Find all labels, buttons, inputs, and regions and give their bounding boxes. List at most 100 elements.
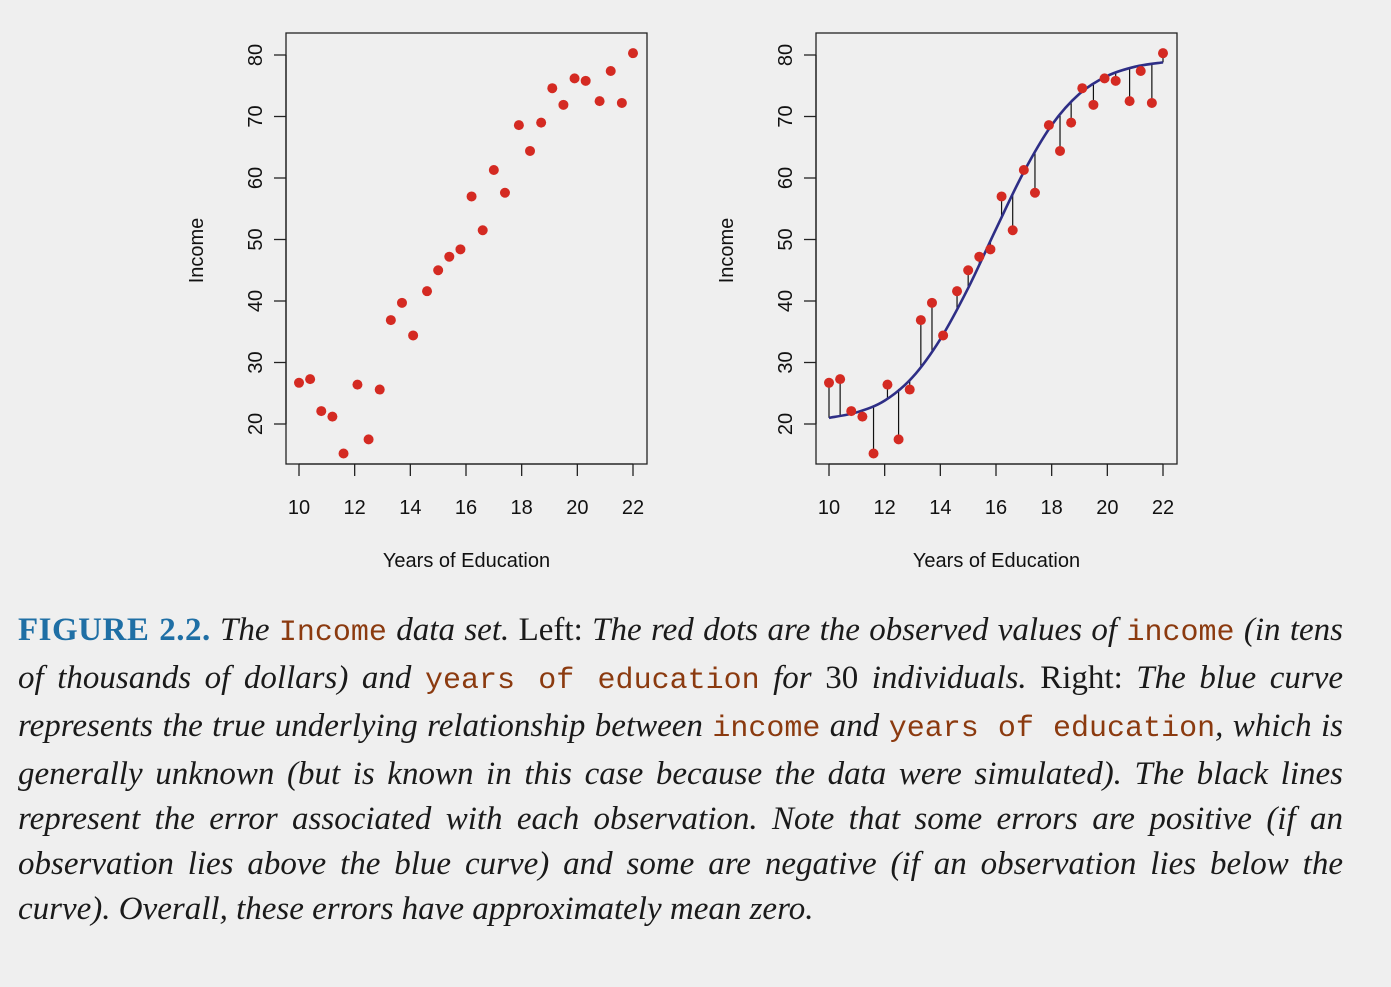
data-point xyxy=(1135,65,1146,76)
x-tick-label: 22 xyxy=(1152,497,1174,519)
data-point xyxy=(477,225,488,236)
data-point xyxy=(882,379,893,390)
x-tick-label: 10 xyxy=(288,497,310,519)
data-point xyxy=(455,244,466,255)
caption-text: data set. xyxy=(386,612,510,648)
data-point xyxy=(1158,48,1168,59)
data-point xyxy=(444,251,455,262)
y-tick-label: 50 xyxy=(775,228,797,250)
data-point xyxy=(488,165,499,176)
x-tick-label: 20 xyxy=(1096,497,1118,519)
data-point xyxy=(558,99,569,110)
data-point xyxy=(433,265,444,276)
data-point xyxy=(963,265,974,276)
caption-code: Income xyxy=(278,616,387,650)
data-point xyxy=(1077,83,1088,94)
data-points xyxy=(294,48,638,459)
data-point xyxy=(616,97,627,108)
data-point xyxy=(499,187,510,198)
data-point xyxy=(338,448,349,459)
caption-code: years of education xyxy=(888,712,1216,746)
data-point xyxy=(525,145,536,156)
data-point xyxy=(1088,99,1099,110)
x-tick-label: 18 xyxy=(1041,497,1063,519)
data-point xyxy=(580,75,591,86)
y-axis: 20 30 40 50 60 70 80 xyxy=(245,44,287,435)
x-tick-label: 22 xyxy=(622,497,644,519)
data-point xyxy=(352,379,363,390)
x-tick-label: 20 xyxy=(566,497,588,519)
data-point xyxy=(385,315,396,326)
caption-text: for xyxy=(759,660,826,696)
data-point xyxy=(1055,145,1066,156)
data-point xyxy=(628,48,638,59)
figure-plots: 10 12 14 16 18 20 22 Years of Education 20 30 40 50… xyxy=(186,32,1178,572)
data-point xyxy=(513,120,524,131)
error-lines xyxy=(828,53,1164,454)
caption-code: income xyxy=(712,712,821,746)
plot-frame xyxy=(285,32,648,465)
y-tick-label: 60 xyxy=(245,167,267,189)
data-point xyxy=(857,411,868,422)
x-tick-label: 12 xyxy=(874,497,896,519)
data-point xyxy=(996,191,1007,202)
y-axis-label: Income xyxy=(186,218,208,284)
data-point xyxy=(1110,75,1121,86)
y-tick-label: 80 xyxy=(775,44,797,66)
caption-code: years of education xyxy=(424,664,760,698)
caption-text: , which is generally unknown (but is kno… xyxy=(18,708,1343,927)
caption-text: (in tens of thousands of dollars) and xyxy=(18,612,1343,696)
data-point xyxy=(605,65,616,76)
data-point xyxy=(594,96,605,107)
data-point xyxy=(1146,97,1157,108)
y-tick-label: 70 xyxy=(775,105,797,127)
data-point xyxy=(294,377,304,388)
caption-text: The blue curve represents the true under… xyxy=(18,660,1343,744)
right-scatter-panel: 10 12 14 16 18 20 22 Years of Education 20 30 40 50… xyxy=(716,32,1178,572)
y-tick-label: 40 xyxy=(245,290,267,312)
data-point xyxy=(868,448,879,459)
data-point xyxy=(569,73,580,84)
data-point xyxy=(1043,120,1054,131)
data-point xyxy=(1018,165,1029,176)
figure-caption: FIGURE 2.2. The Income data set. Left: T… xyxy=(18,608,1343,932)
data-point xyxy=(466,191,477,202)
figure-label: FIGURE 2.2. xyxy=(18,612,211,648)
data-points xyxy=(824,48,1168,459)
data-point xyxy=(952,286,963,297)
data-point xyxy=(422,286,433,297)
plot-frame xyxy=(815,32,1178,465)
x-tick-label: 18 xyxy=(511,497,533,519)
x-axis: 10 12 14 16 18 20 22 xyxy=(288,463,644,519)
caption-text: The xyxy=(210,612,279,648)
caption-text: and xyxy=(820,708,889,744)
caption-text: individuals. xyxy=(858,660,1027,696)
data-point xyxy=(846,406,857,417)
data-point xyxy=(408,330,419,341)
y-tick-label: 80 xyxy=(245,44,267,66)
data-point xyxy=(316,406,327,417)
x-axis-label: Years of Education xyxy=(383,550,550,572)
data-point xyxy=(305,374,316,385)
data-point xyxy=(835,374,846,385)
data-point xyxy=(974,251,985,262)
data-point xyxy=(363,434,374,445)
data-point xyxy=(915,315,926,326)
data-point xyxy=(893,434,904,445)
data-point xyxy=(536,117,547,128)
x-tick-label: 14 xyxy=(399,497,421,519)
caption-roman: Left: xyxy=(509,612,593,648)
true-relationship-curve xyxy=(828,61,1164,420)
caption-code: income xyxy=(1126,616,1235,650)
data-point xyxy=(1124,96,1135,107)
data-point xyxy=(938,330,949,341)
data-point xyxy=(824,377,834,388)
caption-text: The red dots are the observed values of xyxy=(592,612,1127,648)
x-tick-label: 12 xyxy=(344,497,366,519)
y-tick-label: 40 xyxy=(775,290,797,312)
x-tick-label: 10 xyxy=(818,497,840,519)
y-tick-label: 30 xyxy=(775,351,797,373)
y-axis: 20 30 40 50 60 70 80 xyxy=(775,44,817,435)
data-point xyxy=(904,384,915,395)
x-tick-label: 16 xyxy=(455,497,477,519)
